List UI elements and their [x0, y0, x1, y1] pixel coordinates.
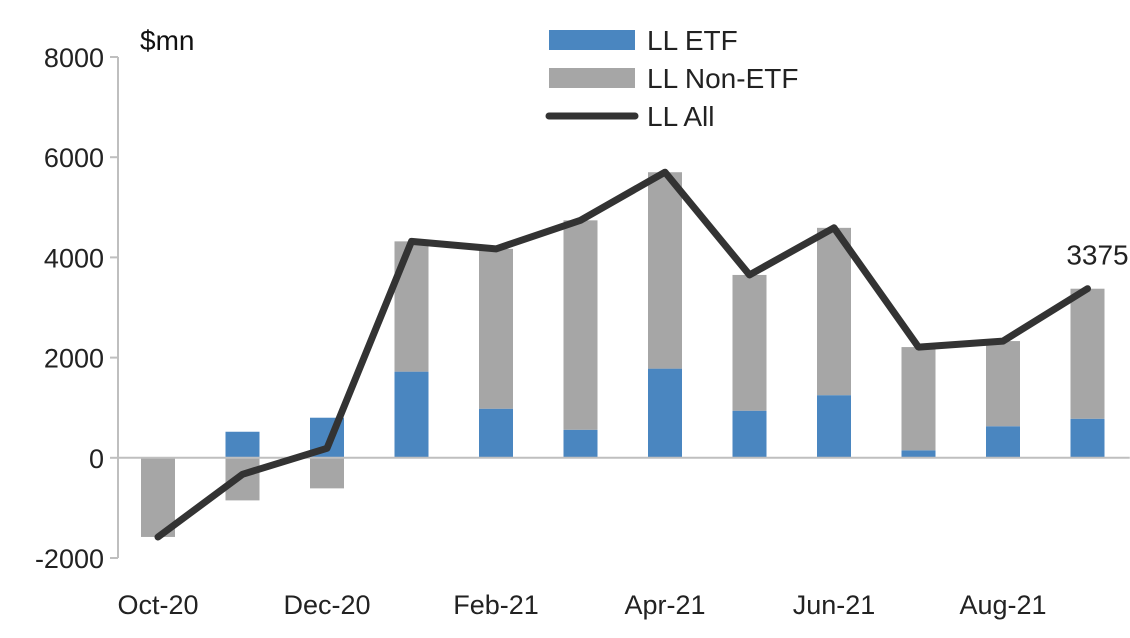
bar-ll-etf — [225, 431, 260, 458]
bar-ll-etf — [986, 426, 1020, 458]
bar-ll-non-etf — [817, 227, 851, 396]
y-tick-label: 6000 — [44, 143, 104, 173]
bar-ll-non-etf — [479, 248, 513, 409]
y-axis: -2000 0 2000 4000 6000 8000 — [35, 43, 119, 574]
legend-label-ll-all: LL All — [647, 101, 714, 132]
x-tick-label: Dec-20 — [283, 590, 370, 620]
legend-label-ll-etf: LL ETF — [647, 25, 738, 56]
bar-ll-etf — [901, 450, 936, 458]
legend-swatch-ll-etf — [549, 30, 635, 50]
bar-ll-non-etf — [563, 220, 598, 430]
bar-ll-etf — [394, 371, 429, 458]
bars — [141, 172, 1105, 537]
y-tick-label: 8000 — [44, 43, 104, 73]
bar-ll-non-etf — [901, 347, 936, 451]
bar-ll-non-etf — [1070, 288, 1105, 419]
y-unit-label: $mn — [140, 25, 194, 56]
line-ll-all — [154, 168, 1091, 541]
y-tick-label: 2000 — [44, 344, 104, 374]
bar-ll-etf — [1070, 418, 1105, 458]
bar-ll-non-etf — [732, 274, 767, 411]
y-tick-label: 0 — [89, 444, 104, 474]
legend-label-ll-non-etf: LL Non-ETF — [647, 63, 798, 94]
bar-ll-non-etf — [394, 241, 429, 372]
legend: LL ETF LL Non-ETF LL All — [545, 25, 798, 132]
annotations: 3375 — [1066, 240, 1128, 271]
bar-ll-etf — [817, 395, 851, 458]
x-tick-label: Oct-20 — [117, 590, 198, 620]
bar-ll-etf — [563, 429, 598, 458]
y-tick-label: -2000 — [35, 544, 104, 574]
x-tick-label: Jun-21 — [793, 590, 876, 620]
x-tick-label: Feb-21 — [453, 590, 539, 620]
bar-ll-non-etf — [310, 457, 344, 489]
bar-ll-etf — [479, 408, 513, 458]
bar-ll-etf — [648, 368, 682, 458]
x-axis: Oct-20 Dec-20 Feb-21 Apr-21 Jun-21 Aug-21 — [117, 456, 1130, 620]
data-label-last: 3375 — [1066, 240, 1128, 271]
x-tick-label: Apr-21 — [624, 590, 705, 620]
x-tick-label: Aug-21 — [959, 590, 1046, 620]
line-layer — [154, 168, 1091, 541]
legend-swatch-ll-non-etf — [549, 68, 635, 88]
y-tick-label: 4000 — [44, 243, 104, 273]
bar-ll-non-etf — [986, 341, 1020, 427]
bar-ll-non-etf — [141, 457, 175, 537]
bar-ll-etf — [732, 410, 767, 458]
bar-ll-non-etf — [648, 172, 682, 369]
